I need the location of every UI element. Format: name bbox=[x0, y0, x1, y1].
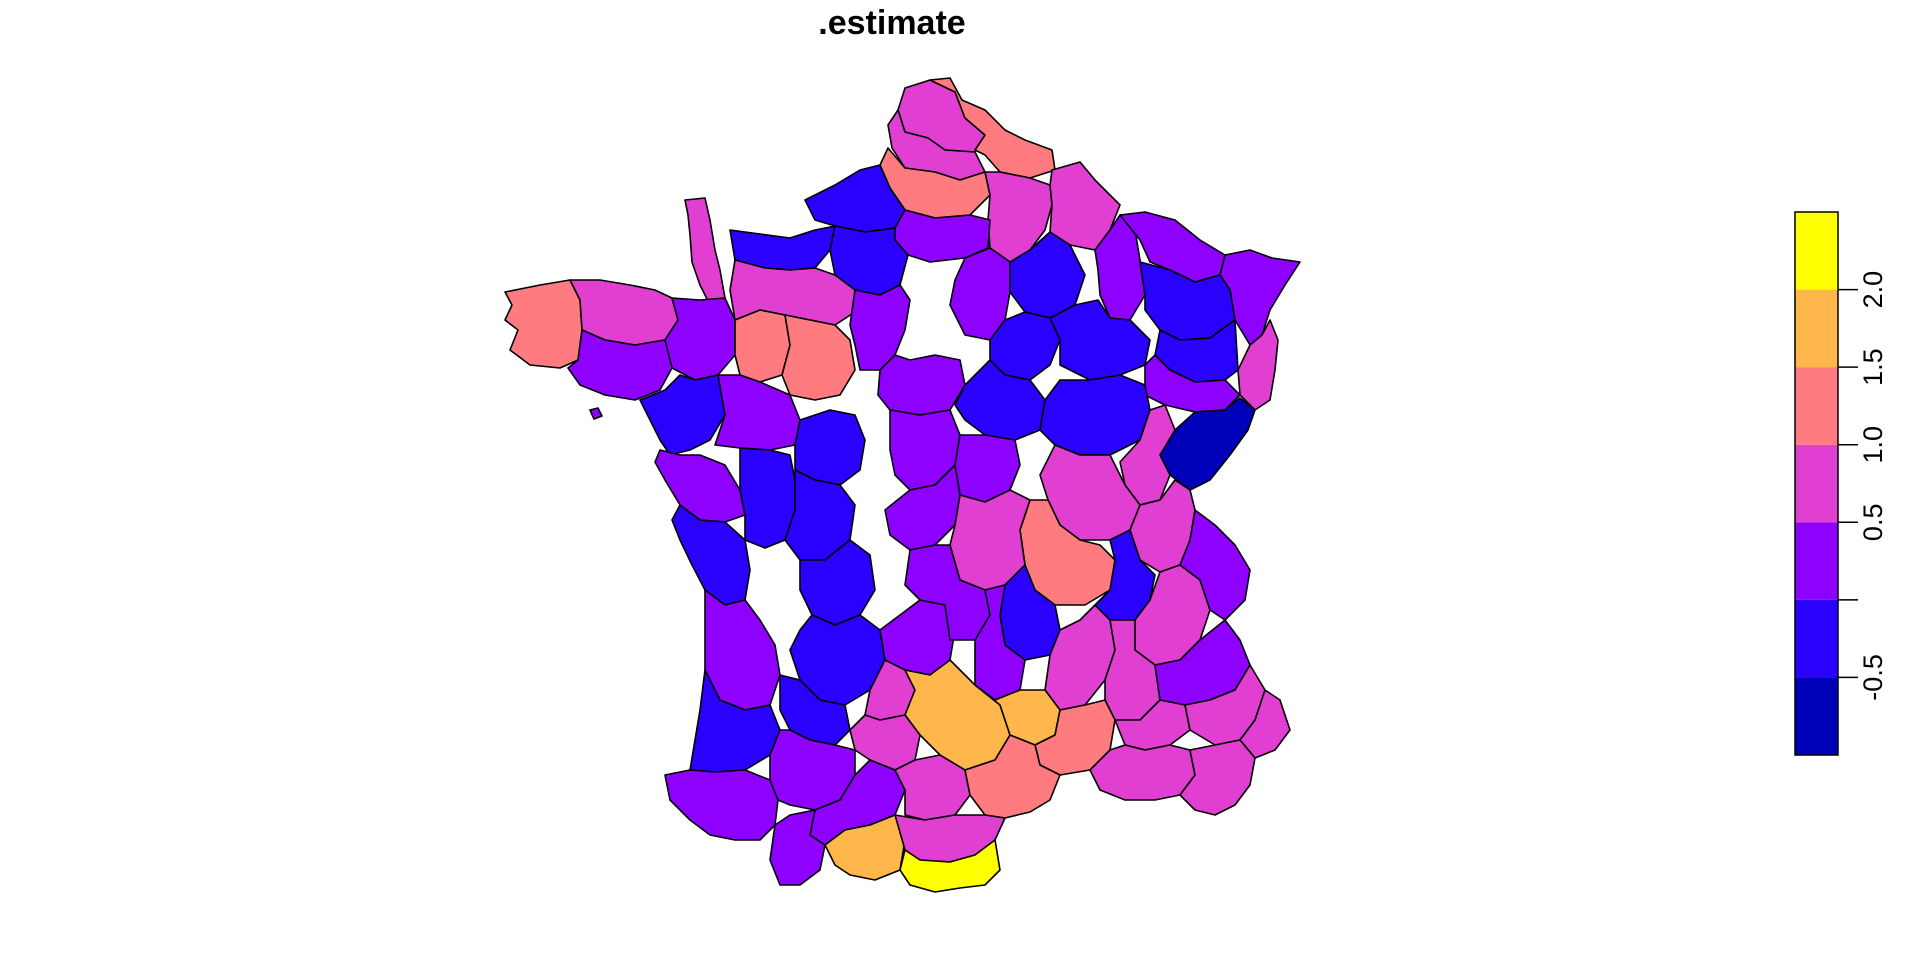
department-finistere bbox=[504, 279, 583, 369]
department-alpes-mar bbox=[1239, 689, 1291, 759]
department-cote-or bbox=[1039, 374, 1151, 456]
department-loiret bbox=[877, 354, 966, 416]
department-manche bbox=[684, 197, 726, 306]
department-savoie bbox=[1179, 509, 1251, 621]
legend-tick-label: 2.0 bbox=[1858, 271, 1888, 309]
department-doubs bbox=[1159, 397, 1256, 491]
legend-tick-label: 1.0 bbox=[1858, 426, 1888, 464]
department-indre-loire bbox=[794, 409, 866, 486]
department-marne bbox=[1009, 231, 1086, 319]
department-creuse bbox=[884, 464, 961, 551]
department-haute-saone bbox=[1144, 354, 1241, 413]
color-legend: -0.5 0.5 1.0 1.5 2.0 bbox=[1794, 211, 1888, 756]
department-bouches-rhone bbox=[1089, 744, 1196, 801]
department-dordogne bbox=[789, 614, 886, 706]
legend-swatch-1 bbox=[1795, 599, 1838, 678]
department-tarn-garonne bbox=[849, 714, 921, 771]
legend-swatch-0 bbox=[1795, 677, 1838, 755]
legend-tick-label: 0.5 bbox=[1858, 504, 1888, 542]
department-haut-rhin bbox=[1237, 319, 1279, 411]
department-lot-garonne bbox=[779, 674, 851, 746]
department-layer bbox=[504, 77, 1301, 893]
legend-tick-label: -0.5 bbox=[1858, 654, 1888, 701]
department-ille-vilaine bbox=[664, 297, 736, 381]
department-morbihan bbox=[567, 329, 673, 401]
department-tarn bbox=[894, 754, 971, 821]
department-ariege bbox=[824, 814, 906, 881]
department-gironde bbox=[704, 589, 781, 711]
department-landes bbox=[689, 669, 781, 773]
legend-swatch-4 bbox=[1795, 367, 1838, 445]
map-title: .estimate bbox=[818, 4, 966, 42]
department-pyrenees-atl bbox=[664, 769, 779, 841]
department-pyrenees-or bbox=[899, 839, 1001, 893]
legend-swatch-5 bbox=[1795, 289, 1838, 368]
department-haute-marne bbox=[1049, 299, 1151, 381]
department-sarthe bbox=[781, 314, 856, 401]
department-mayenne bbox=[734, 309, 791, 383]
department-ile-yeu bbox=[589, 407, 603, 420]
legend-swatch-3 bbox=[1795, 444, 1838, 523]
department-jura bbox=[1119, 404, 1176, 506]
legend-swatch-6 bbox=[1795, 212, 1838, 290]
legend-frame bbox=[1794, 211, 1839, 756]
legend-tick-label: 1.5 bbox=[1858, 348, 1888, 386]
department-vendee bbox=[654, 449, 746, 523]
department-hautes-pyr bbox=[769, 809, 826, 886]
department-herault bbox=[964, 734, 1061, 819]
department-haute-vienne bbox=[799, 539, 876, 626]
legend-swatch-2 bbox=[1795, 522, 1838, 600]
department-nord-east bbox=[929, 77, 1056, 179]
department-var bbox=[1179, 739, 1256, 816]
